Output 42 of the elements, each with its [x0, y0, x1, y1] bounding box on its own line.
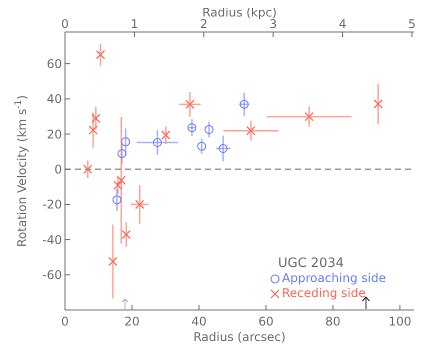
point [218, 144, 228, 153]
x2-tick-label: 5 [408, 17, 416, 31]
x-tick-label: 80 [325, 314, 341, 329]
point [112, 195, 122, 204]
point [117, 149, 126, 158]
point [152, 138, 162, 147]
x-axis-title: Radius (arcsec) [193, 330, 286, 344]
point [161, 130, 170, 140]
point [246, 126, 256, 136]
x-tick-label: 100 [388, 314, 412, 329]
point [122, 230, 131, 240]
point [108, 256, 118, 266]
y-tick-label: 40 [46, 92, 62, 106]
point [197, 142, 206, 151]
point [187, 123, 196, 132]
point [304, 112, 314, 122]
y-tick-label: 0 [54, 162, 62, 176]
point [374, 99, 383, 109]
x-tick-label: 40 [191, 314, 207, 329]
y-tick-label: -60 [42, 268, 62, 282]
point [96, 50, 106, 60]
x-tick-label: 20 [124, 314, 140, 329]
y-tick-label: 20 [46, 127, 62, 142]
point [88, 125, 98, 135]
point [121, 137, 130, 146]
x2-tick-label: 1 [130, 17, 138, 31]
x2-tick-label: 4 [338, 17, 346, 31]
point [204, 124, 214, 134]
y-tick-label: -20 [42, 198, 62, 212]
legend-label: Approaching side [282, 271, 386, 286]
point [240, 100, 249, 109]
legend-title: UGC 2034 [278, 256, 345, 271]
x-tick-label: 60 [258, 314, 274, 329]
point [113, 180, 123, 190]
point [83, 164, 92, 174]
x2-tick-label: 3 [269, 17, 277, 31]
y-tick-label: 60 [46, 56, 62, 71]
point [185, 100, 195, 109]
y-tick-label: -40 [42, 232, 62, 247]
x2-tick-label: 2 [200, 17, 208, 31]
point [135, 200, 144, 210]
legend-label: Receding side [282, 286, 366, 301]
